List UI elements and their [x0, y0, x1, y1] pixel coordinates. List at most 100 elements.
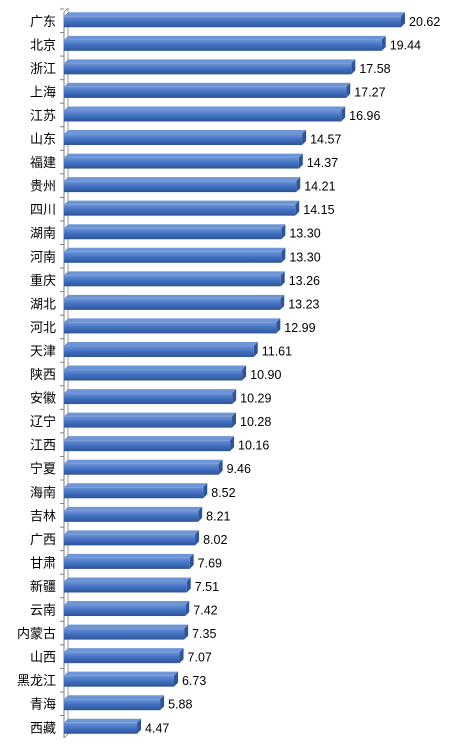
category-label: 河北 [30, 321, 56, 336]
bar-top-face [64, 271, 285, 276]
bar-side-face [346, 82, 351, 98]
bar [64, 605, 186, 617]
bar-top-face [64, 671, 178, 676]
bar-side-face [253, 341, 258, 357]
bar [64, 440, 231, 452]
bar-top-face [64, 12, 405, 17]
bar-side-face [203, 483, 208, 499]
bar-side-face [281, 247, 286, 263]
value-label: 7.07 [188, 651, 212, 665]
bar-side-face [232, 412, 237, 428]
bar-side-face [401, 12, 405, 28]
value-label: 10.28 [240, 415, 271, 429]
value-label: 16.96 [349, 109, 380, 123]
bar [64, 322, 277, 334]
category-label: 青海 [30, 698, 56, 713]
bar-top-face [64, 224, 286, 229]
value-label: 12.99 [284, 321, 315, 335]
value-label: 10.16 [238, 439, 269, 453]
value-label: 14.15 [303, 203, 334, 217]
bar [64, 181, 297, 193]
category-label: 江苏 [30, 108, 56, 124]
bar [64, 157, 299, 169]
bar-top-face [64, 106, 346, 111]
bar-top-face [64, 59, 356, 64]
bar [64, 628, 185, 640]
bar-top-face [64, 553, 194, 558]
bar-side-face [351, 59, 356, 75]
bar [64, 110, 342, 122]
value-label: 13.30 [289, 227, 320, 241]
bar-side-face [280, 271, 285, 287]
bar-top-face [64, 530, 200, 535]
y-axis-foot [63, 733, 69, 739]
bar-top-face [64, 341, 258, 346]
category-label: 海南 [30, 485, 56, 501]
bar-side-face [298, 153, 303, 169]
value-label: 6.73 [182, 674, 206, 688]
bar-top-face [64, 130, 307, 135]
bar-top-face [64, 601, 190, 606]
value-label: 14.37 [307, 156, 338, 170]
category-label: 内蒙古 [17, 626, 56, 642]
value-label: 7.51 [195, 580, 219, 594]
category-label: 北京 [30, 38, 56, 53]
bar [64, 275, 281, 287]
bar-top-face [64, 177, 301, 182]
bar-top-face [64, 718, 142, 723]
bar-top-face [64, 648, 184, 653]
bar-top-face [64, 82, 351, 87]
bar-side-face [280, 294, 285, 310]
bar-side-face [341, 106, 346, 122]
bar-side-face [218, 459, 223, 475]
value-label: 20.62 [409, 15, 440, 29]
bar-top-face [64, 459, 223, 464]
bar-top-face [64, 483, 208, 488]
category-label: 辽宁 [30, 414, 56, 430]
bar [64, 534, 196, 546]
bar-top-face [64, 624, 189, 629]
bar-side-face [195, 530, 200, 546]
bar [64, 134, 303, 146]
value-label: 8.02 [203, 533, 227, 547]
bar-side-face [189, 553, 194, 569]
bar [64, 86, 347, 98]
bar-top-face [64, 200, 300, 205]
category-label: 贵州 [30, 180, 56, 195]
bar [64, 487, 204, 499]
bar-side-face [276, 318, 281, 334]
bar [64, 675, 174, 687]
bar-top-face [64, 318, 281, 323]
bar [64, 251, 282, 263]
bar-top-face [64, 506, 203, 511]
bar-side-face [302, 130, 307, 146]
bar-top-face [64, 577, 191, 582]
bar [64, 699, 161, 711]
bar [64, 416, 233, 428]
bars-layer [64, 12, 405, 734]
bar-side-face [281, 224, 286, 240]
category-label: 湖南 [30, 226, 56, 242]
value-label: 8.21 [206, 509, 230, 523]
bar-side-face [232, 389, 237, 405]
value-label: 10.90 [250, 368, 281, 382]
category-label: 河南 [30, 249, 56, 265]
bar-side-face [184, 624, 189, 640]
bar-top-face [64, 294, 285, 299]
bar-top-face [64, 436, 235, 441]
bar-top-face [64, 412, 237, 417]
bar-top-face [64, 247, 286, 252]
bar [64, 16, 401, 28]
value-label: 7.35 [192, 627, 216, 641]
category-label: 宁夏 [30, 461, 56, 477]
category-label: 陕西 [30, 368, 56, 383]
category-label: 上海 [30, 85, 56, 100]
bar [64, 581, 187, 593]
bar-side-face [160, 695, 165, 711]
category-label: 广西 [30, 533, 56, 548]
category-label: 江西 [30, 439, 56, 454]
value-label: 11.61 [262, 344, 292, 358]
y-axis-cap [63, 7, 69, 13]
